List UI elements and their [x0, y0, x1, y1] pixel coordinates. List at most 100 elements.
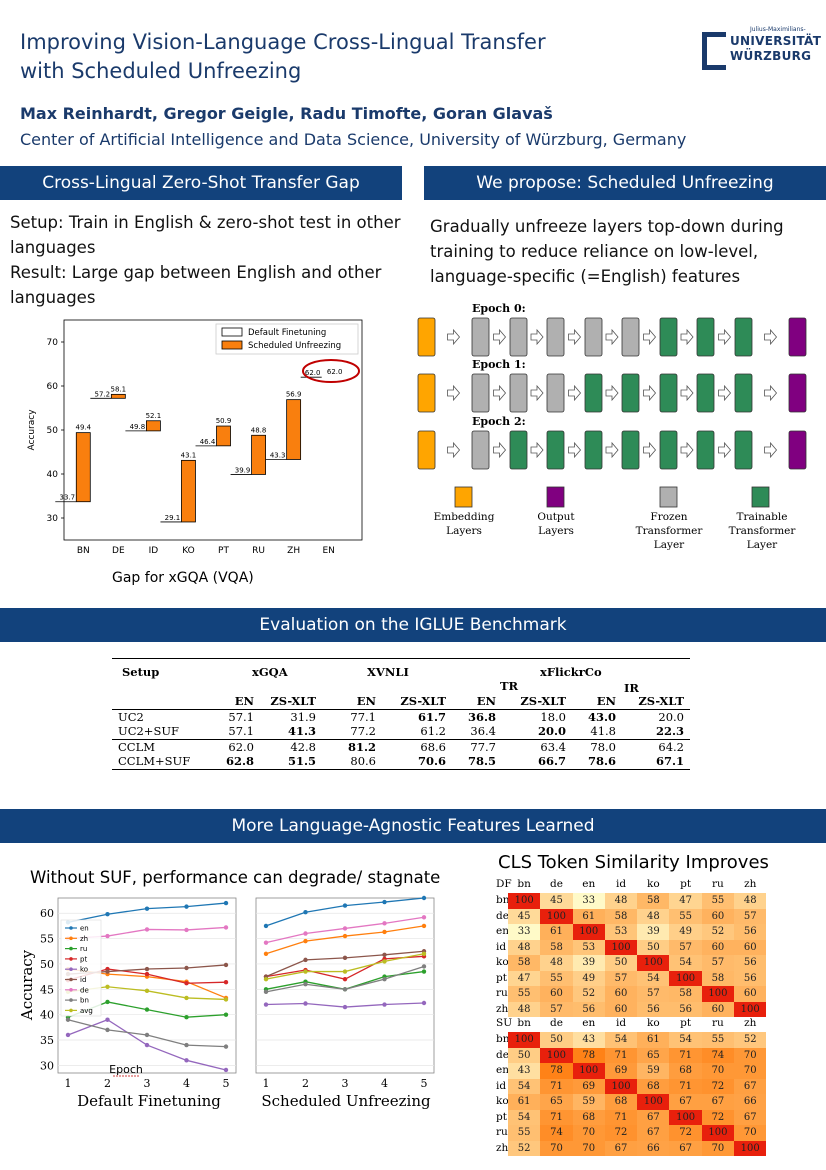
without-suf-text: Without SUF, performance can degrade/ st… — [30, 868, 441, 887]
series-point-de — [223, 925, 229, 930]
trainable-layer-block — [696, 373, 715, 413]
heatmap-cell: 55 — [540, 970, 573, 986]
diagram-legend: Embedding Layers Output Layers Frozen Tr… — [434, 486, 796, 551]
gap-bar-id — [146, 420, 161, 432]
heatmap-cell: 61 — [540, 924, 573, 940]
gap-bar-de — [110, 393, 126, 399]
legend-swatch-default — [221, 327, 243, 337]
heatmap-cell: 70 — [701, 1063, 735, 1079]
heatmap-cell: 70 — [572, 1140, 605, 1156]
series-point-ko — [144, 1042, 150, 1048]
heatmap-cell: 61 — [572, 908, 605, 924]
trainable-layer-block — [734, 430, 753, 470]
arrow-right-icon — [718, 441, 732, 459]
heatmap-cell: 100 — [508, 893, 541, 909]
arrow-right-icon — [568, 441, 582, 459]
series-point-ko — [303, 1001, 308, 1006]
heatmap-cell: 45 — [540, 893, 573, 909]
heatmap-cell: 58 — [637, 893, 670, 909]
heatmap-cell: 71 — [669, 1078, 702, 1094]
heatmap-cell: 100 — [572, 924, 605, 940]
su-col-labels: bn de en id ko pt ru zh — [508, 1017, 766, 1029]
heatmap-cell: 68 — [669, 1063, 702, 1079]
gap-xtick-label: PT — [218, 546, 229, 556]
heatmap-row-label: en — [496, 925, 509, 937]
heatmap-cell: 55 — [508, 1125, 541, 1141]
table-header: Setup xGQA XVNLI xFlickrCo TR IR — [112, 659, 690, 717]
heatmap-cell: 78 — [572, 1047, 605, 1063]
gap-xtick-label: RU — [252, 546, 265, 556]
title-line-1: Improving Vision-Language Cross-Lingual … — [20, 30, 546, 54]
heatmap-col-label: bn — [517, 878, 531, 890]
table-cell: 70.6 — [417, 754, 446, 769]
heatmap-cell: 55 — [669, 908, 702, 924]
heatmap-cell: 57 — [701, 955, 735, 971]
series-point-zh — [421, 923, 427, 929]
propose-section-heading: We propose: Scheduled Unfreezing — [424, 166, 826, 200]
series-point-id — [342, 955, 348, 961]
heatmap-col-label: en — [582, 1017, 596, 1029]
heatmap-col-label: id — [615, 878, 627, 890]
series-point-bn — [65, 1017, 71, 1022]
gap-label-df-en: 62.0 — [305, 369, 321, 377]
arrow-right-icon — [643, 328, 657, 346]
heatmap-cell: 70 — [701, 1140, 735, 1156]
series-point-ru — [421, 969, 427, 974]
sub-zs: ZS-XLT — [400, 694, 446, 709]
heatmap-col-label: ko — [646, 878, 660, 890]
arrow-right-icon — [447, 441, 461, 459]
logo-line-2: WÜRZBURG — [730, 49, 812, 63]
heatmap-cell: 55 — [701, 893, 735, 909]
series-point-de — [421, 915, 427, 920]
heatmap-cell: 100 — [508, 1032, 541, 1048]
gap-xtick-label: DE — [112, 546, 125, 556]
legend-marker-avg — [69, 1008, 73, 1013]
heatmap-cell: 100 — [540, 1047, 573, 1063]
legend-embedding-l2: Layers — [446, 525, 482, 537]
arrow-right-icon — [764, 328, 778, 346]
sub-en: EN — [476, 694, 496, 709]
header-xgqa: xGQA — [252, 665, 288, 679]
series-point-en — [421, 895, 427, 901]
line-chart-ylabel: Accuracy — [18, 949, 36, 1021]
legend-marker-ru — [69, 946, 73, 951]
arrow-right-icon — [605, 441, 619, 459]
table-cell: 36.4 — [470, 724, 496, 739]
trainable-layer-block — [659, 317, 678, 357]
sub-en: EN — [356, 694, 376, 709]
table-cell: 41.3 — [287, 724, 316, 739]
heatmap-row-label: en — [496, 1064, 509, 1076]
series-point-de — [342, 926, 348, 931]
heatmap-cell: 58 — [604, 908, 638, 924]
trainable-layer-block — [621, 430, 640, 470]
legend-label-avg: avg — [80, 1007, 93, 1015]
table-cell: 57.1 — [228, 724, 254, 739]
series-point-avg — [223, 997, 229, 1002]
df-heatmap: 100 45 33 48 58 47 55 48 45 100 61 58 48 55 60 57 33 61 10… — [508, 893, 767, 1017]
arrow-right-icon — [764, 384, 778, 402]
heatmap-cell: 100 — [604, 939, 638, 955]
xtick-label: 1 — [263, 1077, 270, 1090]
heatmap-cell: 48 — [734, 893, 767, 909]
series-point-id — [144, 966, 150, 972]
row-setup-name: CCLM — [118, 739, 156, 754]
frozen-layer-block — [546, 373, 565, 413]
xtick-label: 3 — [342, 1077, 349, 1090]
series-point-en — [342, 903, 348, 908]
heatmap-col-label: de — [549, 878, 563, 890]
header-ir: IR — [624, 681, 639, 695]
table-top-rule — [112, 658, 690, 659]
arrow-right-icon — [764, 441, 778, 459]
series-point-de — [263, 940, 269, 945]
heatmap-cell: 78 — [540, 1063, 573, 1079]
table-cell: 77.2 — [350, 724, 376, 739]
heatmap-cell: 48 — [637, 908, 670, 924]
table-cell: 22.3 — [655, 724, 684, 739]
heatmap-col-label: ko — [646, 1017, 660, 1029]
heatmap-cell: 33 — [572, 893, 605, 909]
su-row-labels: bn de en id ko pt ru zh — [496, 1032, 509, 1156]
legend-label-de: de — [80, 986, 89, 994]
heatmap-cell: 60 — [734, 986, 767, 1002]
heatmap-cell: 57 — [540, 1001, 573, 1017]
legend-frozen-l3: Layer — [654, 539, 685, 551]
